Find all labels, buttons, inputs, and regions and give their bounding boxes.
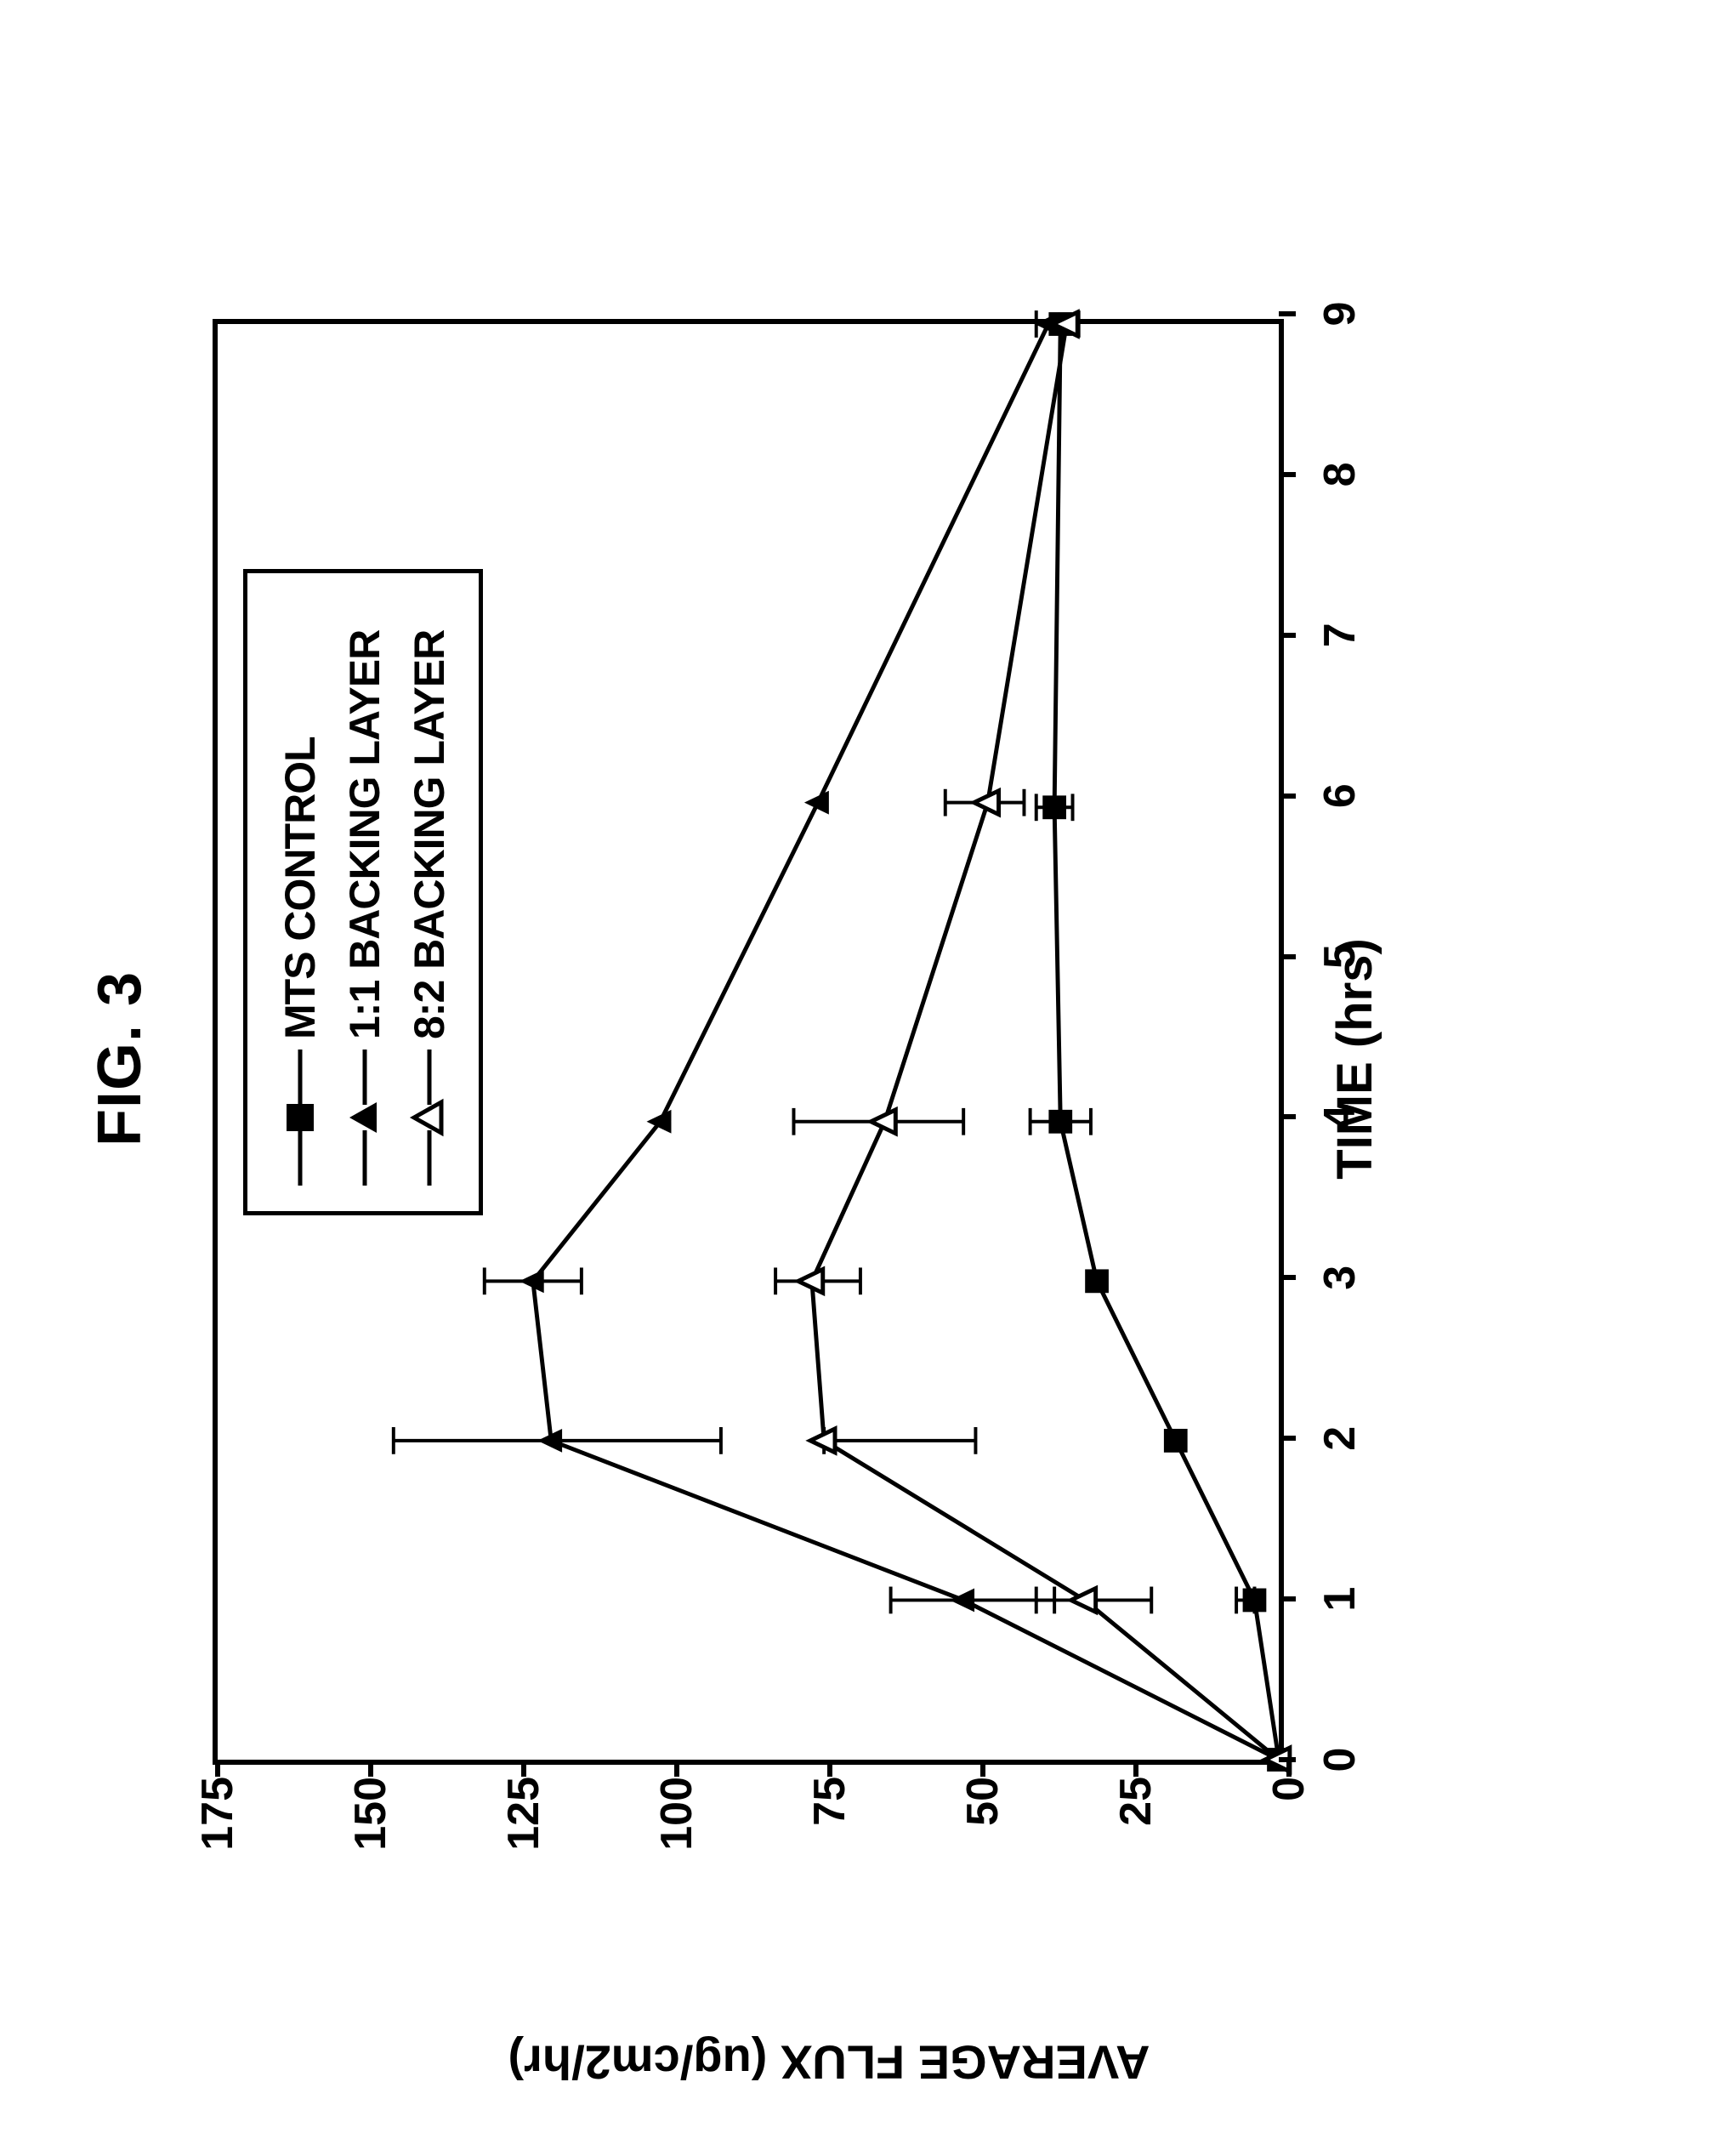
- x-tick: [1279, 633, 1296, 638]
- x-tick-label: 5: [1314, 944, 1365, 969]
- landscape-rotator: FIG. 3 AVERAGE FLUX (ug/cm2/hr) TIME (hr…: [0, 0, 1709, 2156]
- figure-title: FIG. 3: [85, 183, 155, 1935]
- x-tick-label: 8: [1314, 462, 1365, 486]
- chart-container: FIG. 3 AVERAGE FLUX (ug/cm2/hr) TIME (hr…: [170, 183, 1488, 1935]
- x-tick: [1279, 954, 1296, 959]
- y-tick: [1286, 1760, 1292, 1777]
- x-tick: [1279, 1114, 1296, 1119]
- y-tick-label: 75: [804, 1777, 855, 1853]
- y-tick-label: 100: [651, 1777, 702, 1853]
- y-tick-label: 0: [1263, 1777, 1314, 1853]
- x-tick-label: 2: [1314, 1426, 1365, 1451]
- x-tick-label: 7: [1314, 623, 1365, 647]
- y-tick: [215, 1760, 220, 1777]
- legend-marker-1-1: [339, 1050, 390, 1186]
- x-tick-label: 9: [1314, 302, 1365, 327]
- y-tick: [674, 1760, 679, 1777]
- x-tick: [1279, 472, 1296, 477]
- x-tick-label: 6: [1314, 783, 1365, 808]
- y-axis-label: AVERAGE FLUX (ug/cm2/hr): [508, 2035, 1150, 2091]
- x-tick-label: 4: [1314, 1105, 1365, 1129]
- legend-marker-mts: [275, 1050, 326, 1186]
- x-tick: [1279, 311, 1296, 316]
- x-tick: [1279, 1275, 1296, 1280]
- y-tick: [521, 1760, 526, 1777]
- x-tick: [1279, 1596, 1296, 1601]
- legend-label: 1:1 BACKING LAYER: [340, 630, 389, 1039]
- x-axis-label: TIME (hrs): [1326, 183, 1383, 1935]
- legend-marker-8-2: [404, 1050, 455, 1186]
- x-tick-label: 3: [1314, 1266, 1365, 1290]
- legend-label: 8:2 BACKING LAYER: [405, 630, 454, 1039]
- x-tick-label: 1: [1314, 1587, 1365, 1612]
- y-tick: [368, 1760, 373, 1777]
- x-tick: [1279, 1436, 1296, 1441]
- y-tick-label: 25: [1110, 1777, 1161, 1853]
- y-tick: [980, 1760, 985, 1777]
- legend-box: MTS CONTROL 1:1 BACKING LAYER 8:2 BACKIN…: [243, 569, 483, 1215]
- legend-item: MTS CONTROL: [268, 599, 332, 1186]
- plot-area: MTS CONTROL 1:1 BACKING LAYER 8:2 BACKIN…: [213, 319, 1284, 1765]
- y-tick-label: 150: [345, 1777, 396, 1853]
- y-tick-label: 50: [957, 1777, 1008, 1853]
- legend-item: 8:2 BACKING LAYER: [397, 599, 462, 1186]
- x-tick: [1279, 1757, 1296, 1762]
- y-tick: [827, 1760, 832, 1777]
- x-tick: [1279, 794, 1296, 799]
- legend-label: MTS CONTROL: [275, 737, 325, 1039]
- y-tick: [1133, 1760, 1138, 1777]
- page: FIG. 3 AVERAGE FLUX (ug/cm2/hr) TIME (hr…: [0, 0, 1709, 2156]
- y-tick-label: 175: [192, 1777, 243, 1853]
- x-tick-label: 0: [1314, 1748, 1365, 1772]
- legend-item: 1:1 BACKING LAYER: [332, 599, 397, 1186]
- y-tick-label: 125: [498, 1777, 549, 1853]
